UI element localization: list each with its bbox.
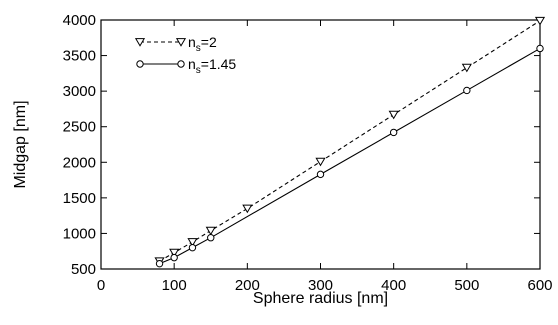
data-point	[170, 253, 178, 262]
series-line	[159, 20, 541, 262]
y-tick-label: 1500	[63, 190, 96, 207]
y-tick-label: 2500	[63, 119, 96, 136]
plot-frame	[100, 19, 541, 270]
series-1	[154, 16, 546, 266]
x-tick-label: 500	[454, 277, 479, 294]
y-axis-label: Midgap [nm]	[12, 100, 29, 188]
legend: ns=2ns=1.45	[134, 34, 236, 76]
data-point	[536, 44, 544, 53]
data-point	[463, 86, 471, 95]
data-point	[461, 63, 472, 73]
y-tick-label: 4000	[63, 12, 96, 29]
axis-ticks: 0 100 200 300 400 500 600 500 1000 1500 2000 2500 30…	[63, 12, 553, 294]
y-tick-label: 1000	[63, 225, 96, 242]
data-point	[242, 204, 253, 214]
legend-marker	[136, 60, 144, 68]
legend-label: ns=1.45	[188, 56, 236, 76]
legend-item-1: ns=2	[134, 34, 217, 54]
data-point	[315, 157, 326, 167]
x-axis-label: Sphere radius [nm]	[253, 290, 388, 307]
series-2	[155, 44, 544, 268]
data-point	[155, 259, 164, 268]
x-tick-label: 200	[235, 277, 260, 294]
x-tick-label: 400	[381, 277, 406, 294]
y-tick-label: 2000	[63, 154, 96, 171]
x-tick-label: 100	[162, 277, 187, 294]
data-point	[534, 16, 546, 26]
series-line	[159, 47, 541, 265]
data-point	[205, 226, 216, 236]
legend-item-2: ns=1.45	[136, 56, 236, 76]
data-point	[169, 248, 180, 258]
series-layer	[154, 16, 546, 268]
data-point	[188, 243, 197, 252]
y-tick-label: 3500	[63, 48, 96, 65]
x-tick-label: 0	[97, 277, 105, 294]
legend-label: ns=2	[188, 34, 217, 54]
x-tick-label: 300	[308, 277, 333, 294]
data-point	[388, 110, 399, 120]
y-tick-label: 3000	[63, 83, 96, 100]
legend-marker	[175, 38, 187, 47]
y-tick-label: 500	[71, 261, 96, 278]
data-point	[316, 170, 325, 179]
data-point	[187, 238, 198, 247]
legend-marker	[177, 60, 185, 68]
legend-marker	[134, 38, 146, 47]
data-point	[207, 233, 215, 242]
data-point	[389, 128, 398, 137]
x-tick-label: 600	[527, 277, 552, 294]
